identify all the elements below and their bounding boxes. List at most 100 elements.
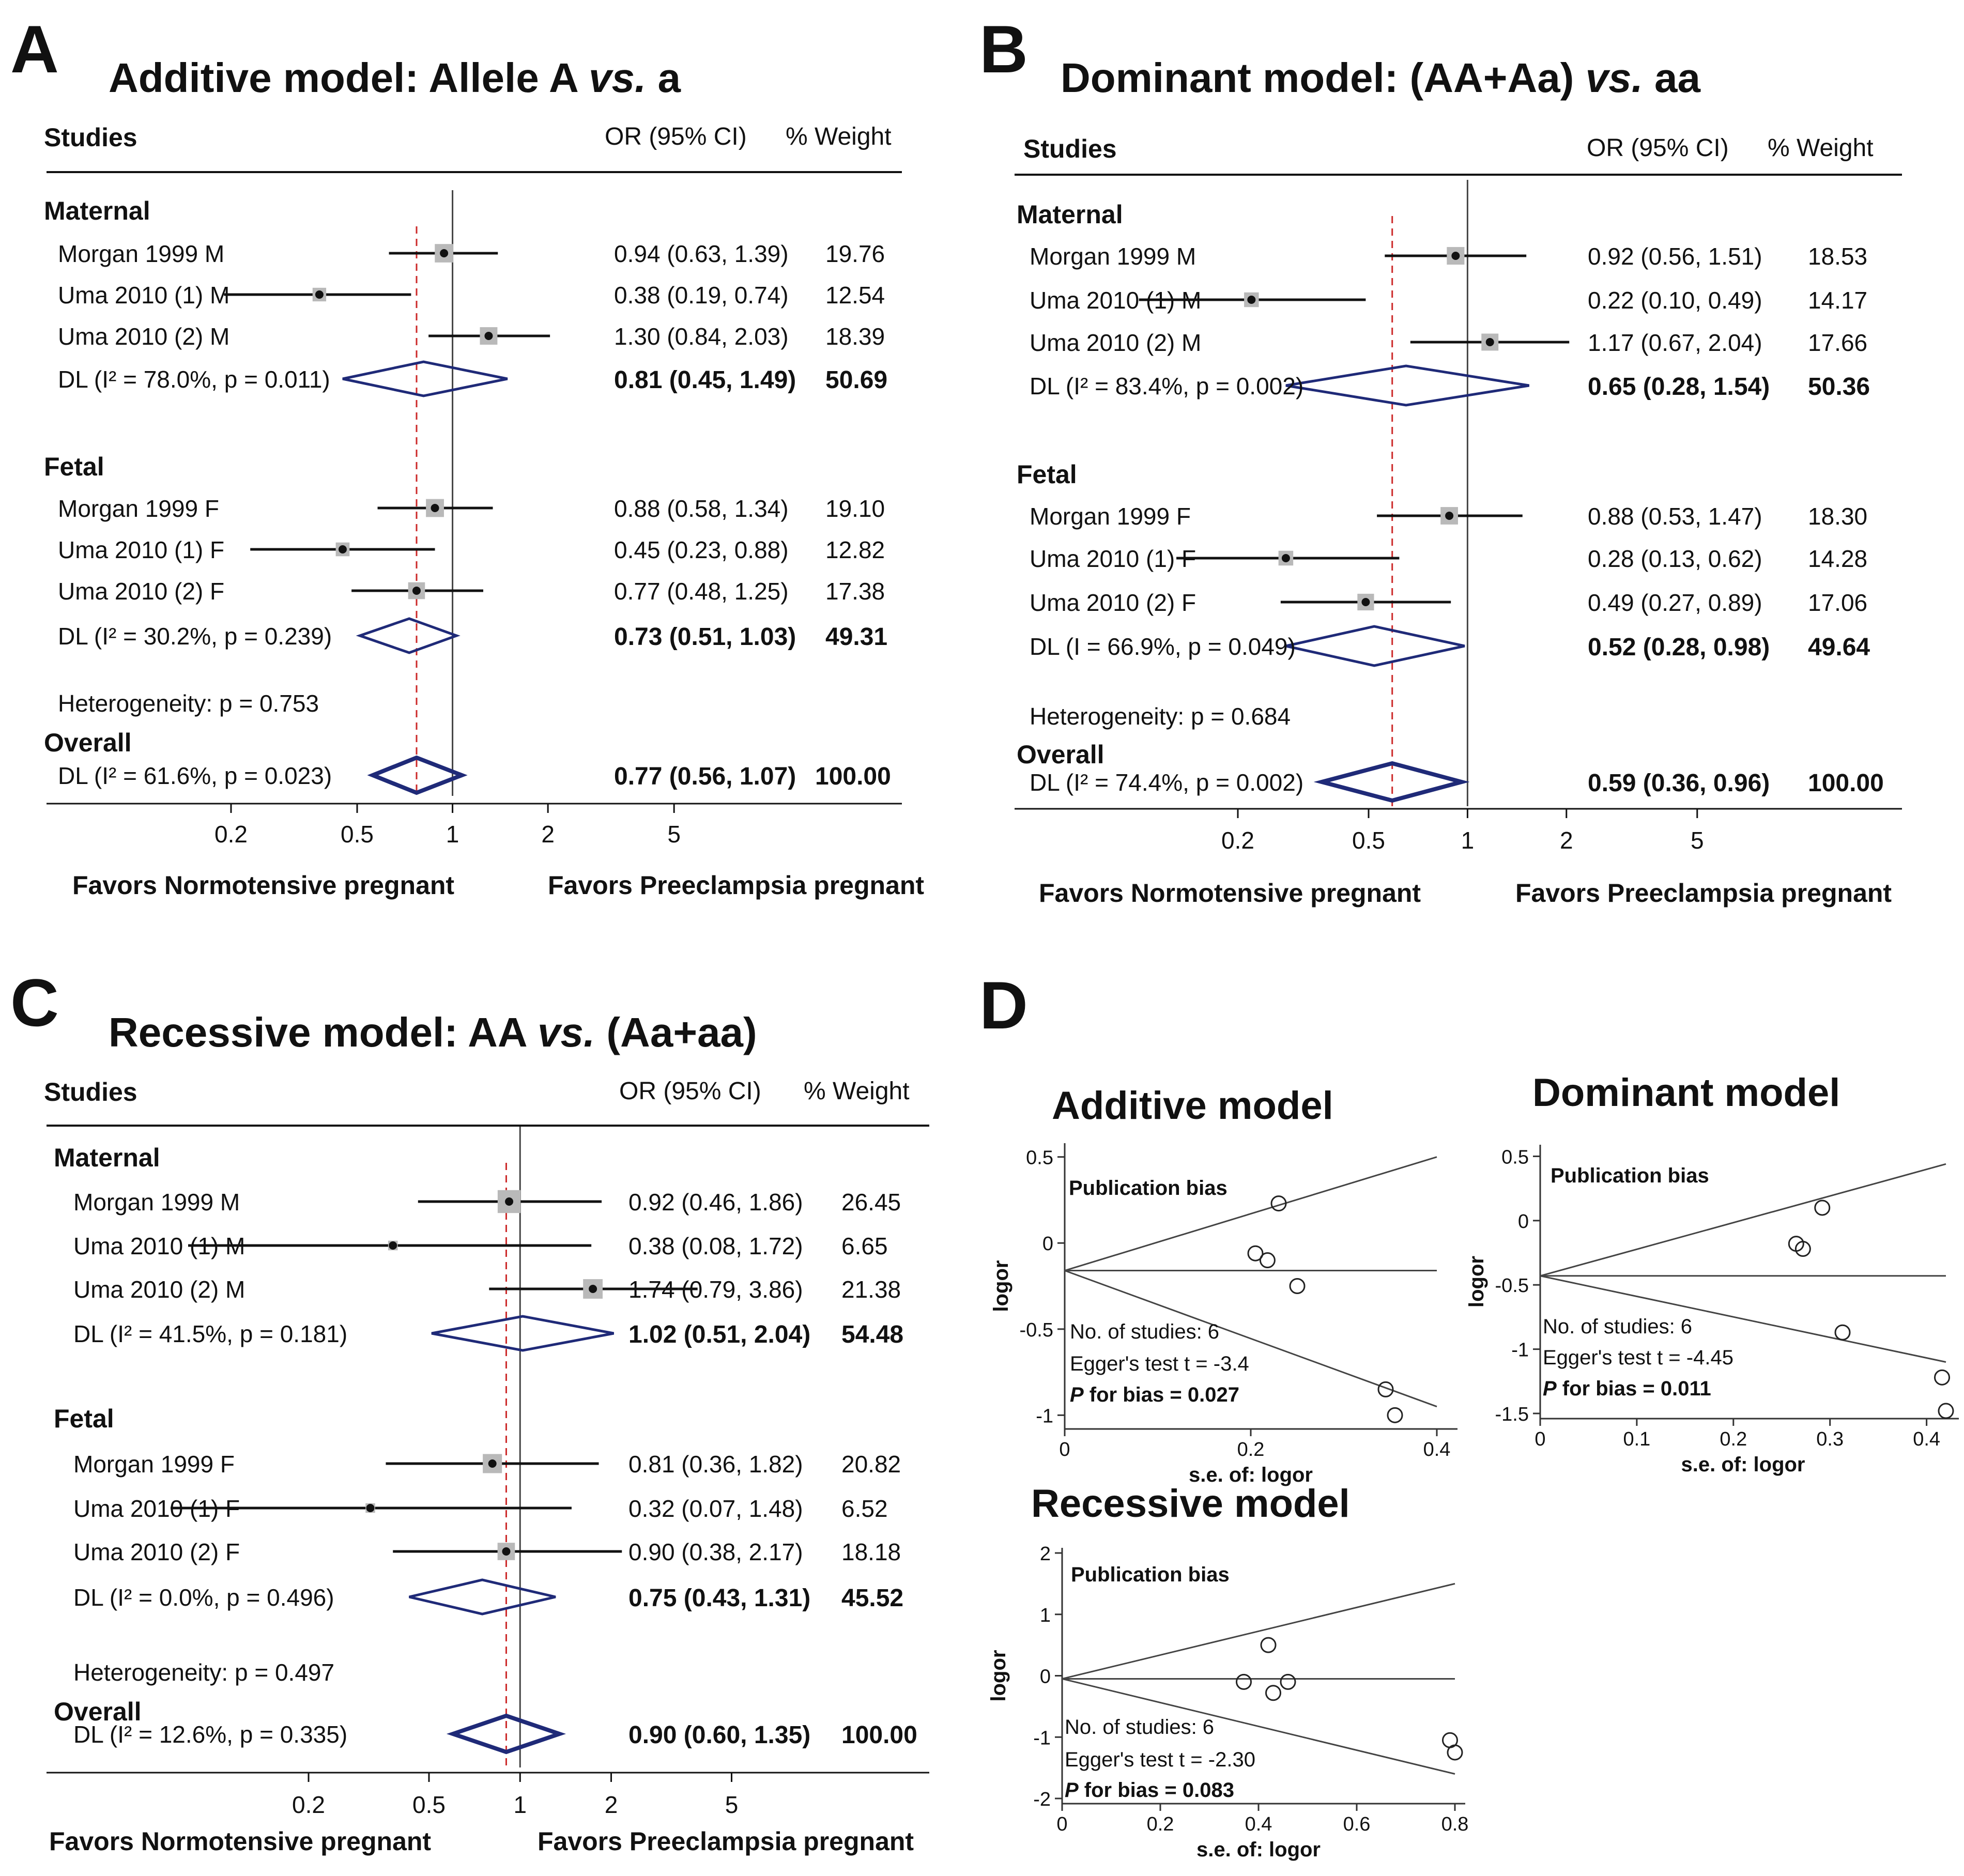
overall-diamond: [1313, 761, 1470, 803]
pooled-diamond: [409, 1578, 556, 1616]
pooled-label: DL (I² = 0.0%, p = 0.496): [73, 1584, 334, 1611]
study-point: [1814, 1200, 1831, 1216]
study-point: [1270, 1195, 1287, 1212]
favors-left-label: Favors Normotensive pregnant: [49, 1827, 431, 1856]
study-ci-text: 0.88 (0.53, 1.47): [1588, 503, 1762, 530]
group-label-maternal: Maternal: [44, 196, 150, 225]
y-tick-label: 1: [1040, 1605, 1051, 1626]
pooled-label: DL (I² = 83.4%, p = 0.002): [1030, 373, 1303, 399]
funnel-lower-bound-line: [1540, 1275, 1946, 1363]
x-tick-label: 5: [1691, 827, 1704, 854]
funnel-subtitle: Publication bias: [1069, 1177, 1228, 1200]
forest-header-c: Studies OR (95% CI) % Weight: [44, 1078, 910, 1106]
overall-stats: DL (I² = 12.6%, p = 0.335): [73, 1721, 347, 1748]
funnel-upper-bound-line: [1540, 1163, 1946, 1277]
study-weight: 12.54: [825, 282, 885, 309]
x-tick-label: 0: [1059, 1439, 1070, 1460]
funnel-plot-recessive: Recessive model Publication bias -2 -1 0 1 2 0 0…: [987, 1482, 1468, 1861]
panel-title-b: Dominant model: (AA+Aa) vs. aa: [1061, 55, 1701, 101]
favors-left-label: Favors Normotensive pregnant: [1039, 879, 1421, 908]
y-tick-label: 0.5: [1501, 1146, 1529, 1168]
overall-stats: DL (I² = 74.4%, p = 0.002): [1030, 769, 1303, 796]
y-tick-label: 0: [1040, 1666, 1051, 1688]
num-studies-text: No. of studies: 6: [1065, 1716, 1214, 1739]
study-name: Uma 2010 (1) F: [58, 536, 224, 563]
study-point: [1387, 1407, 1403, 1423]
study-name: Uma 2010 (2) F: [73, 1539, 240, 1565]
heterogeneity-text: Heterogeneity: p = 0.684: [1030, 703, 1291, 730]
favors-right-label: Favors Preeclampsia pregnant: [548, 871, 924, 900]
study-name: Morgan 1999 F: [1030, 503, 1191, 530]
pooled-diamond: [431, 1315, 615, 1352]
study-point-estimate: [1451, 252, 1460, 260]
study-name: Uma 2010 (2) M: [58, 323, 229, 350]
study-ci-text: 0.88 (0.58, 1.34): [614, 495, 789, 522]
x-tick-label: 0.8: [1441, 1813, 1469, 1835]
x-tick-label: 0.5: [412, 1791, 446, 1818]
y-tick-label: -1: [1033, 1727, 1051, 1749]
x-axis-label: s.e. of: logor: [1189, 1464, 1313, 1486]
study-ci-text: 0.81 (0.36, 1.82): [628, 1451, 803, 1478]
study-ci-text: 0.77 (0.48, 1.25): [614, 578, 789, 605]
study-name: Morgan 1999 M: [73, 1189, 240, 1216]
study-weight: 14.17: [1808, 287, 1867, 314]
egger-test-text: Egger's test t = -4.45: [1543, 1346, 1733, 1369]
pooled-ci-text: 0.81 (0.45, 1.49): [614, 366, 796, 394]
funnel-plot-dominant: Dominant model Publication bias -1.5 -1 -0.5…: [1465, 1071, 1959, 1476]
x-tick-label: 0.5: [1352, 827, 1385, 854]
header-weight: % Weight: [1768, 134, 1874, 162]
study-point-estimate: [1361, 598, 1370, 606]
x-tick-label: 5: [725, 1791, 739, 1818]
pooled-ci-text: 0.75 (0.43, 1.31): [628, 1585, 810, 1612]
pooled-ci-text: 0.73 (0.51, 1.03): [614, 623, 796, 651]
study-name: Uma 2010 (2) F: [58, 578, 224, 605]
study-point: [1260, 1637, 1277, 1653]
panel-title-a: Additive model: Allele A vs. a: [109, 55, 681, 101]
study-point: [1934, 1369, 1951, 1386]
x-tick-label: 2: [605, 1791, 618, 1818]
y-tick-label: -1: [1511, 1340, 1529, 1361]
group-label-maternal: Maternal: [54, 1143, 160, 1172]
study-weight: 17.06: [1808, 589, 1867, 616]
num-studies-text: No. of studies: 6: [1070, 1320, 1219, 1343]
pooled-ci-text: 0.52 (0.28, 0.98): [1588, 634, 1770, 661]
forest-plot-a: Maternal Morgan 1999 M 0.94 (0.63, 1.39) 19…: [44, 171, 924, 900]
study-point-estimate: [389, 1241, 397, 1250]
y-tick-label: -2: [1033, 1789, 1051, 1810]
study-ci-text: 1.17 (0.67, 2.04): [1588, 329, 1762, 356]
study-name: Uma 2010 (2) M: [73, 1276, 245, 1303]
study-ci-text: 0.92 (0.46, 1.86): [628, 1189, 803, 1216]
y-axis-label: logor: [1465, 1256, 1488, 1308]
funnel-title: Additive model: [1052, 1084, 1333, 1128]
favors-right-label: Favors Preeclampsia pregnant: [538, 1827, 914, 1856]
header-studies: Studies: [44, 123, 137, 152]
study-point: [1447, 1744, 1463, 1761]
study-point-estimate: [315, 290, 324, 299]
study-point: [1377, 1381, 1394, 1397]
x-tick-label: 0.2: [1221, 827, 1254, 854]
x-tick-label: 0.4: [1423, 1439, 1451, 1460]
y-tick-label: -0.5: [1495, 1275, 1529, 1297]
study-name: Morgan 1999 F: [73, 1451, 235, 1478]
pooled-ci-text: 1.02 (0.51, 2.04): [628, 1321, 810, 1348]
study-point-estimate: [488, 1459, 497, 1468]
heterogeneity-text: Heterogeneity: p = 0.497: [73, 1659, 334, 1686]
overall-diamond: [446, 1713, 566, 1755]
x-axis-label: s.e. of: logor: [1681, 1453, 1805, 1476]
header-studies: Studies: [1023, 134, 1117, 163]
study-ci-text: 0.22 (0.10, 0.49): [1588, 287, 1762, 314]
x-tick-label: 0.2: [1147, 1813, 1174, 1835]
funnel-upper-bound-line: [1064, 1156, 1437, 1271]
overall-stats: DL (I² = 61.6%, p = 0.023): [58, 762, 332, 789]
heterogeneity-text: Heterogeneity: p = 0.753: [58, 690, 319, 717]
header-studies: Studies: [44, 1078, 137, 1106]
pooled-label: DL (I² = 41.5%, p = 0.181): [73, 1320, 347, 1347]
study-weight: 19.10: [825, 495, 885, 522]
x-tick-label: 5: [667, 821, 681, 848]
group-label-fetal: Fetal: [44, 452, 104, 481]
pooled-diamond: [1285, 625, 1465, 667]
x-tick-label: 0.2: [292, 1791, 325, 1818]
pooled-weight: 49.31: [825, 623, 887, 651]
pooled-label: DL (I² = 78.0%, p = 0.011): [58, 366, 330, 393]
